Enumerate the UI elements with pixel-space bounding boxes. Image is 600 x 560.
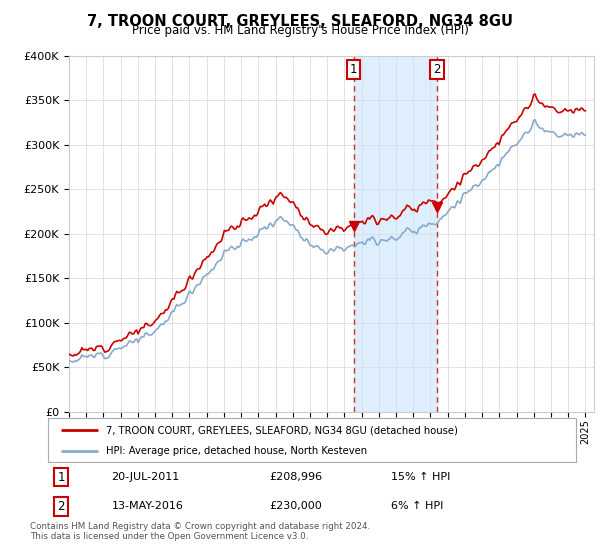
Text: 6% ↑ HPI: 6% ↑ HPI xyxy=(391,501,443,511)
Text: £230,000: £230,000 xyxy=(270,501,323,511)
FancyBboxPatch shape xyxy=(48,418,576,462)
Text: Price paid vs. HM Land Registry's House Price Index (HPI): Price paid vs. HM Land Registry's House … xyxy=(131,24,469,37)
Text: HPI: Average price, detached house, North Kesteven: HPI: Average price, detached house, Nort… xyxy=(106,446,367,456)
Text: 7, TROON COURT, GREYLEES, SLEAFORD, NG34 8GU (detached house): 7, TROON COURT, GREYLEES, SLEAFORD, NG34… xyxy=(106,425,458,435)
Text: 2: 2 xyxy=(58,500,65,513)
Text: 13-MAY-2016: 13-MAY-2016 xyxy=(112,501,183,511)
Text: 7, TROON COURT, GREYLEES, SLEAFORD, NG34 8GU: 7, TROON COURT, GREYLEES, SLEAFORD, NG34… xyxy=(87,14,513,29)
Text: 20-JUL-2011: 20-JUL-2011 xyxy=(112,472,179,482)
Bar xyxy=(354,56,437,412)
Text: £208,996: £208,996 xyxy=(270,472,323,482)
Text: 1: 1 xyxy=(350,63,358,76)
Text: 1: 1 xyxy=(58,470,65,483)
Text: Contains HM Land Registry data © Crown copyright and database right 2024.
This d: Contains HM Land Registry data © Crown c… xyxy=(30,522,370,542)
Text: 15% ↑ HPI: 15% ↑ HPI xyxy=(391,472,451,482)
Text: 2: 2 xyxy=(433,63,440,76)
